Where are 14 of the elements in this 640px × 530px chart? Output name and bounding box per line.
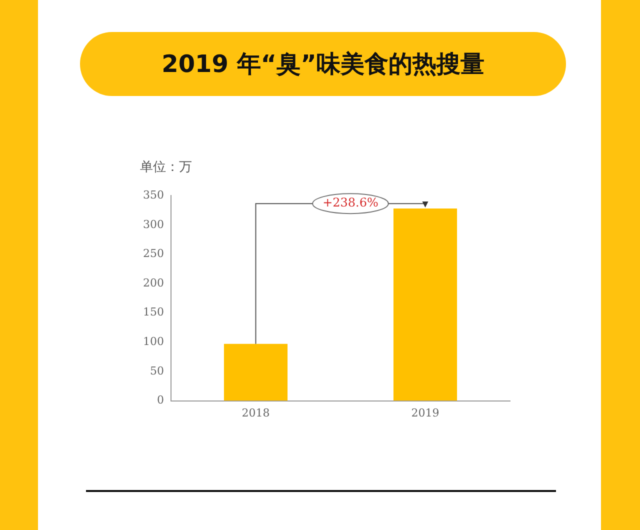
y-tick-label: 350 <box>142 188 164 202</box>
x-tick-label: 2019 <box>411 406 440 420</box>
y-tick-label: 200 <box>142 276 164 290</box>
x-tick-label: 2018 <box>242 406 270 420</box>
y-tick-label: 250 <box>142 247 164 260</box>
y-tick-label: 100 <box>142 335 164 348</box>
y-axis-title: 单位：万 <box>140 159 192 176</box>
y-tick-label: 300 <box>142 218 164 231</box>
y-tick-label: 0 <box>156 394 164 407</box>
y-tick-label: 50 <box>150 364 164 378</box>
title-pill: 2019 年“臭”味美食的热搜量 <box>80 32 566 96</box>
annotation: +238.6% <box>322 196 378 210</box>
y-tick-label: 150 <box>142 306 164 319</box>
chart-title: 2019 年“臭”味美食的热搜量 <box>162 49 484 80</box>
